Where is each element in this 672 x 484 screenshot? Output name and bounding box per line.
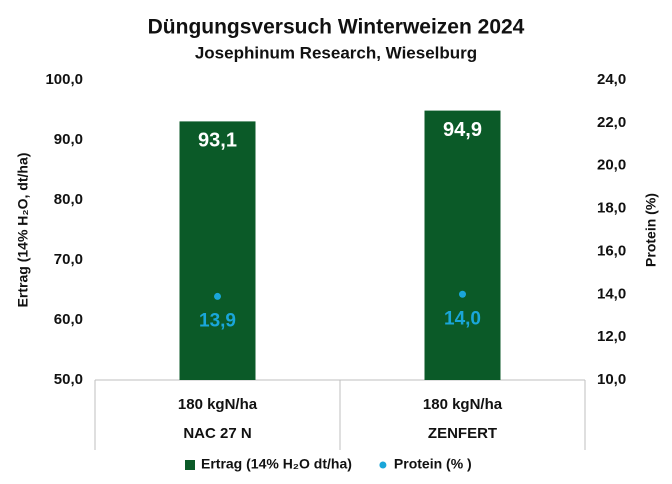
protein-point	[459, 290, 466, 298]
legend-label: Protein (% )	[394, 456, 472, 472]
y2-tick-label: 12,0	[597, 328, 626, 345]
x-tick-label: 180 kgN/ha	[423, 396, 503, 413]
point-value-label: 13,9	[199, 310, 236, 331]
chart-subtitle: Josephinum Research, Wieselburg	[195, 43, 477, 62]
chart-title: Düngungsversuch Winterweizen 2024	[148, 16, 525, 39]
y-axis-title: Ertrag (14% H₂O, dt/ha)	[15, 153, 31, 308]
y2-tick-label: 10,0	[597, 371, 626, 388]
y-tick-label: 80,0	[54, 191, 83, 208]
y2-tick-label: 22,0	[597, 114, 626, 131]
y-tick-label: 90,0	[54, 131, 83, 148]
point-value-label: 14,0	[444, 308, 481, 329]
y2-tick-label: 18,0	[597, 200, 626, 217]
legend-swatch	[379, 461, 387, 469]
y2-axis-title: Protein (%)	[643, 193, 659, 267]
y2-tick-label: 14,0	[597, 285, 626, 302]
bar-value-label: 93,1	[198, 130, 237, 152]
protein-point	[214, 292, 221, 300]
y-tick-label: 70,0	[54, 251, 83, 268]
x-tick-label: ZENFERT	[428, 425, 497, 442]
legend-swatch	[185, 460, 195, 470]
bar	[179, 121, 256, 381]
y-tick-label: 100,0	[45, 71, 83, 88]
x-tick-label: 180 kgN/ha	[178, 396, 258, 413]
y2-tick-label: 20,0	[597, 157, 626, 174]
bar-value-label: 94,9	[443, 119, 482, 141]
y2-tick-label: 16,0	[597, 242, 626, 259]
legend-label: Ertrag (14% H₂O dt/ha)	[201, 456, 352, 472]
y2-tick-label: 24,0	[597, 71, 626, 88]
y-tick-label: 50,0	[54, 371, 83, 388]
bar	[424, 110, 501, 380]
x-tick-label: NAC 27 N	[183, 425, 251, 442]
y-tick-label: 60,0	[54, 311, 83, 328]
